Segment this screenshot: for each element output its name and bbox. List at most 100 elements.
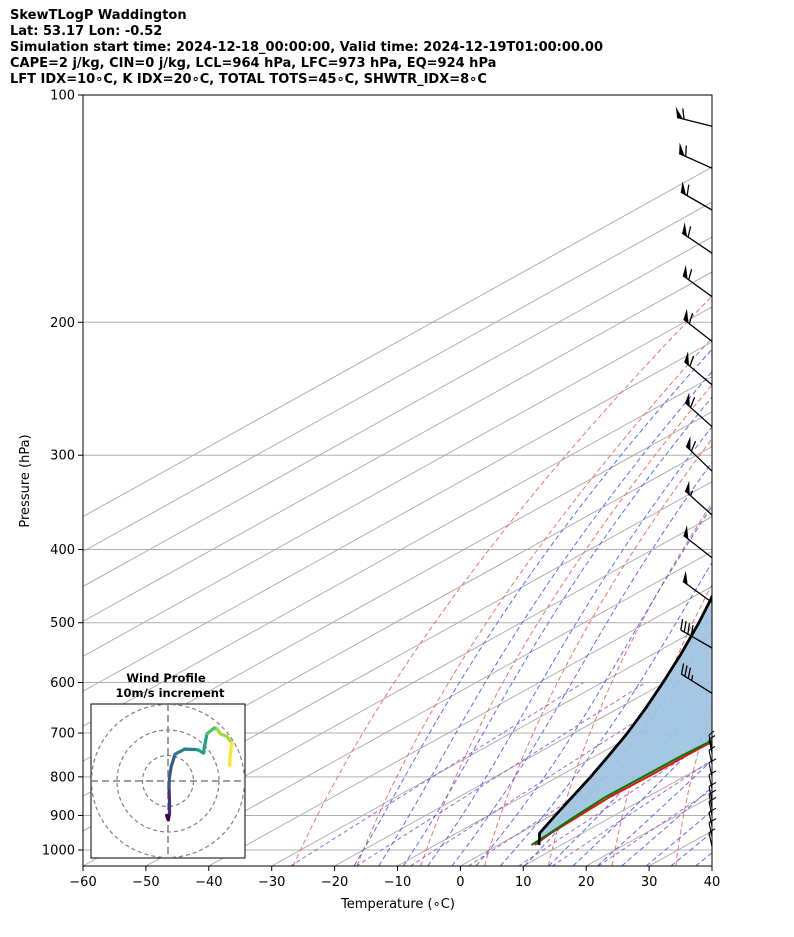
temperature-line [534, 740, 712, 846]
isotherm-line [83, 516, 712, 866]
x-tick-label: 30 [641, 875, 658, 890]
mixing-ratio-line [552, 759, 712, 866]
parcel-line [537, 593, 712, 846]
y-tick-label: 400 [50, 543, 75, 558]
moist-adiabat-line [353, 348, 712, 866]
mixing-ratio-line [356, 682, 646, 866]
hodograph-title: Wind Profile [126, 671, 206, 685]
wind-barb-pennant [682, 264, 688, 280]
moist-adiabat-line [695, 852, 712, 866]
mixing-ratio-line [290, 682, 584, 866]
wind-barb [685, 440, 713, 472]
x-axis-label: Temperature (∘C) [340, 897, 455, 912]
isotherm-line [83, 481, 712, 832]
title-indices-2: LFT IDX=10∘C, K IDX=20∘C, TOTAL TOTS=45∘… [10, 72, 487, 87]
isotherm-line [711, 865, 712, 866]
hodograph-trace-segment [167, 785, 172, 804]
isotherm-line [83, 271, 712, 622]
dry-adiabat-line [740, 95, 794, 866]
y-tick-label: 800 [50, 770, 75, 785]
hodograph-trace-segment [167, 765, 173, 779]
isotherm-line [145, 550, 712, 866]
x-tick-label: 10 [515, 875, 532, 890]
isotherm-line [83, 201, 712, 553]
moist-adiabat-line [499, 561, 712, 866]
y-tick-label: 300 [50, 449, 75, 464]
wind-barb [684, 396, 713, 428]
isotherm-line [334, 655, 712, 866]
plot-series [530, 593, 712, 846]
wind-barb-pennant [679, 142, 685, 156]
wind-barb-pennant [682, 570, 688, 585]
dry-adiabat-line [356, 337, 712, 866]
y-tick-label: 100 [50, 89, 75, 104]
moist-adiabat-line [402, 396, 712, 866]
wind-barb [683, 312, 713, 342]
isotherm-line [83, 306, 712, 657]
wind-barb [680, 184, 713, 211]
chart-header: SkewTLogP Waddington Lat: 53.17 Lon: -0.… [10, 8, 603, 88]
hodograph-trace-segment [183, 747, 199, 752]
wind-barb [682, 269, 713, 298]
isotherm-line [397, 690, 712, 866]
mixing-ratio-line [468, 707, 712, 866]
x-tick-label: −40 [195, 875, 222, 890]
x-tick-label: −20 [321, 875, 348, 890]
dry-adiabat-line [484, 437, 712, 866]
wind-barb-pennant [680, 181, 686, 195]
x-tick-label: −30 [258, 875, 285, 890]
moist-adiabat-line [720, 111, 794, 866]
hodograph-trace-segment [167, 775, 172, 790]
mixing-ratio-line [518, 738, 712, 866]
wind-barb [682, 580, 713, 603]
moist-adiabat-line [451, 461, 712, 866]
wind-barb [680, 618, 713, 649]
wind-barb [678, 145, 713, 169]
x-tick-label: −10 [384, 875, 411, 890]
wind-barb-pennant [685, 392, 690, 407]
wind-barb-pennant [684, 351, 689, 366]
wind-barbs [675, 106, 717, 847]
title-station: SkewTLogP Waddington [10, 8, 187, 23]
wind-barb [683, 355, 713, 386]
moist-adiabat-line [572, 727, 712, 866]
y-tick-label: 600 [50, 676, 75, 691]
cape-area [534, 596, 712, 845]
y-tick-label: 500 [50, 616, 75, 631]
wind-barb-pennant [675, 106, 683, 119]
hodograph-trace-segment [202, 732, 209, 750]
wind-barb [676, 108, 713, 127]
y-tick-label: 1000 [42, 844, 75, 859]
moist-adiabat-line [378, 371, 712, 866]
wind-barb-pennant [682, 222, 688, 237]
title-times: Simulation start time: 2024-12-18_00:00:… [10, 40, 603, 55]
y-tick-label: 700 [50, 727, 75, 742]
isotherm-line [208, 585, 712, 866]
title-coordinates: Lat: 53.17 Lon: -0.52 [10, 24, 163, 39]
wind-barb-pennant [683, 525, 689, 540]
dry-adiabat-line [547, 502, 712, 866]
hodograph-inset: Wind Profile 10m/s increment [90, 671, 246, 859]
hodograph-trace-segment [169, 752, 177, 769]
y-axis-label: Pressure (hPa) [18, 434, 33, 527]
axis-ticks: −60 −50 −40 −30 −20 −10 0 10 20 30 40 100 200 300 400 5… [42, 89, 720, 891]
wind-barb [680, 663, 713, 694]
hodograph-subtitle: 10m/s increment [116, 686, 225, 700]
y-tick-label: 200 [50, 316, 75, 331]
title-indices-1: CAPE=2 j/kg, CIN=0 j/kg, LCL=964 hPa, LF… [10, 56, 497, 71]
isotherm-line [775, 95, 794, 866]
y-tick-label: 900 [50, 809, 75, 824]
hodograph-trace-segment [228, 753, 232, 768]
isotherm-line [83, 376, 712, 727]
dewpoint-line [530, 739, 712, 846]
x-tick-label: −60 [69, 875, 96, 890]
isotherm-line [83, 341, 712, 692]
wind-barb [683, 534, 713, 559]
wind-barb [681, 226, 713, 254]
mixing-ratio-line [598, 789, 712, 866]
x-tick-label: 0 [456, 875, 464, 890]
dry-adiabat-line [292, 295, 712, 866]
hodograph-trace-segment [228, 741, 234, 758]
dry-adiabat-line [420, 384, 712, 866]
